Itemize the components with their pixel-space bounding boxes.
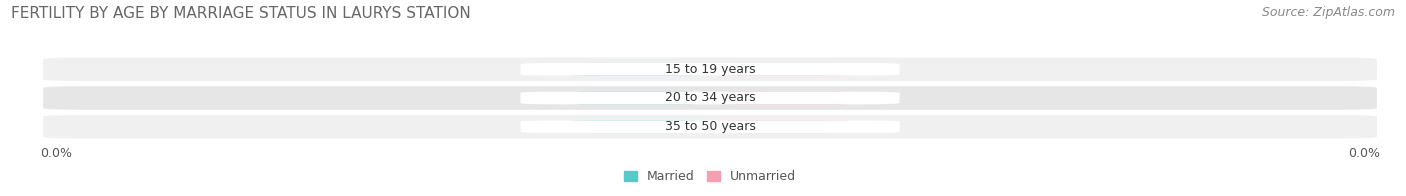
FancyBboxPatch shape xyxy=(562,120,707,133)
FancyBboxPatch shape xyxy=(713,63,858,76)
FancyBboxPatch shape xyxy=(562,63,707,76)
FancyBboxPatch shape xyxy=(713,120,858,133)
Text: FERTILITY BY AGE BY MARRIAGE STATUS IN LAURYS STATION: FERTILITY BY AGE BY MARRIAGE STATUS IN L… xyxy=(11,6,471,21)
Text: 0.0%: 0.0% xyxy=(620,122,650,132)
Text: 35 to 50 years: 35 to 50 years xyxy=(665,120,755,133)
FancyBboxPatch shape xyxy=(713,92,858,104)
FancyBboxPatch shape xyxy=(44,86,1376,110)
Legend: Married, Unmarried: Married, Unmarried xyxy=(619,165,801,188)
FancyBboxPatch shape xyxy=(44,57,1376,81)
Text: 0.0%: 0.0% xyxy=(620,64,650,74)
Text: 20 to 34 years: 20 to 34 years xyxy=(665,92,755,104)
Text: 15 to 19 years: 15 to 19 years xyxy=(665,63,755,76)
FancyBboxPatch shape xyxy=(520,63,900,76)
Text: 0.0%: 0.0% xyxy=(770,122,800,132)
FancyBboxPatch shape xyxy=(562,92,707,104)
Text: 0.0%: 0.0% xyxy=(770,93,800,103)
FancyBboxPatch shape xyxy=(520,92,900,104)
FancyBboxPatch shape xyxy=(520,120,900,133)
Text: 0.0%: 0.0% xyxy=(620,93,650,103)
Text: 0.0%: 0.0% xyxy=(770,64,800,74)
FancyBboxPatch shape xyxy=(44,115,1376,139)
Text: Source: ZipAtlas.com: Source: ZipAtlas.com xyxy=(1261,6,1395,19)
